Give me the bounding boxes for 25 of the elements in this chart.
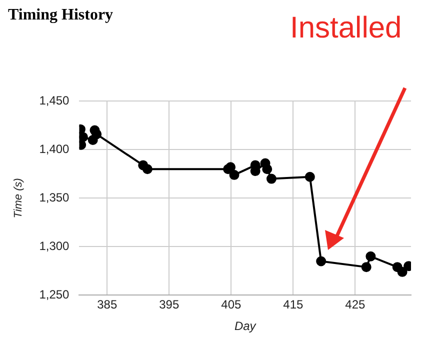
point <box>79 132 88 142</box>
y-axis-title: Time (s) <box>12 178 25 218</box>
x-tick-label: 395 <box>159 298 180 312</box>
x-tick-label: 385 <box>97 298 118 312</box>
point <box>142 164 152 174</box>
point <box>361 262 372 272</box>
point <box>266 174 276 184</box>
x-tick-label: 415 <box>283 298 304 312</box>
x-tick-label: 405 <box>221 298 242 312</box>
point <box>92 129 102 140</box>
point <box>316 256 326 266</box>
point <box>229 170 240 180</box>
text: Installed <box>290 11 402 44</box>
point <box>304 172 315 182</box>
point <box>262 164 272 174</box>
x-tick-label: 425 <box>345 298 366 312</box>
y-tick-label: 1,400 <box>39 142 70 156</box>
x-axis-title: Day <box>234 319 257 334</box>
y-tick-label: 1,250 <box>39 288 70 302</box>
chart-title: Timing History <box>8 6 114 24</box>
point <box>366 251 376 262</box>
point <box>397 266 408 277</box>
y-tick-label: 1,300 <box>39 239 70 254</box>
y-tick-label: 1,350 <box>39 190 70 205</box>
y-tick-label: 1,450 <box>39 94 70 108</box>
